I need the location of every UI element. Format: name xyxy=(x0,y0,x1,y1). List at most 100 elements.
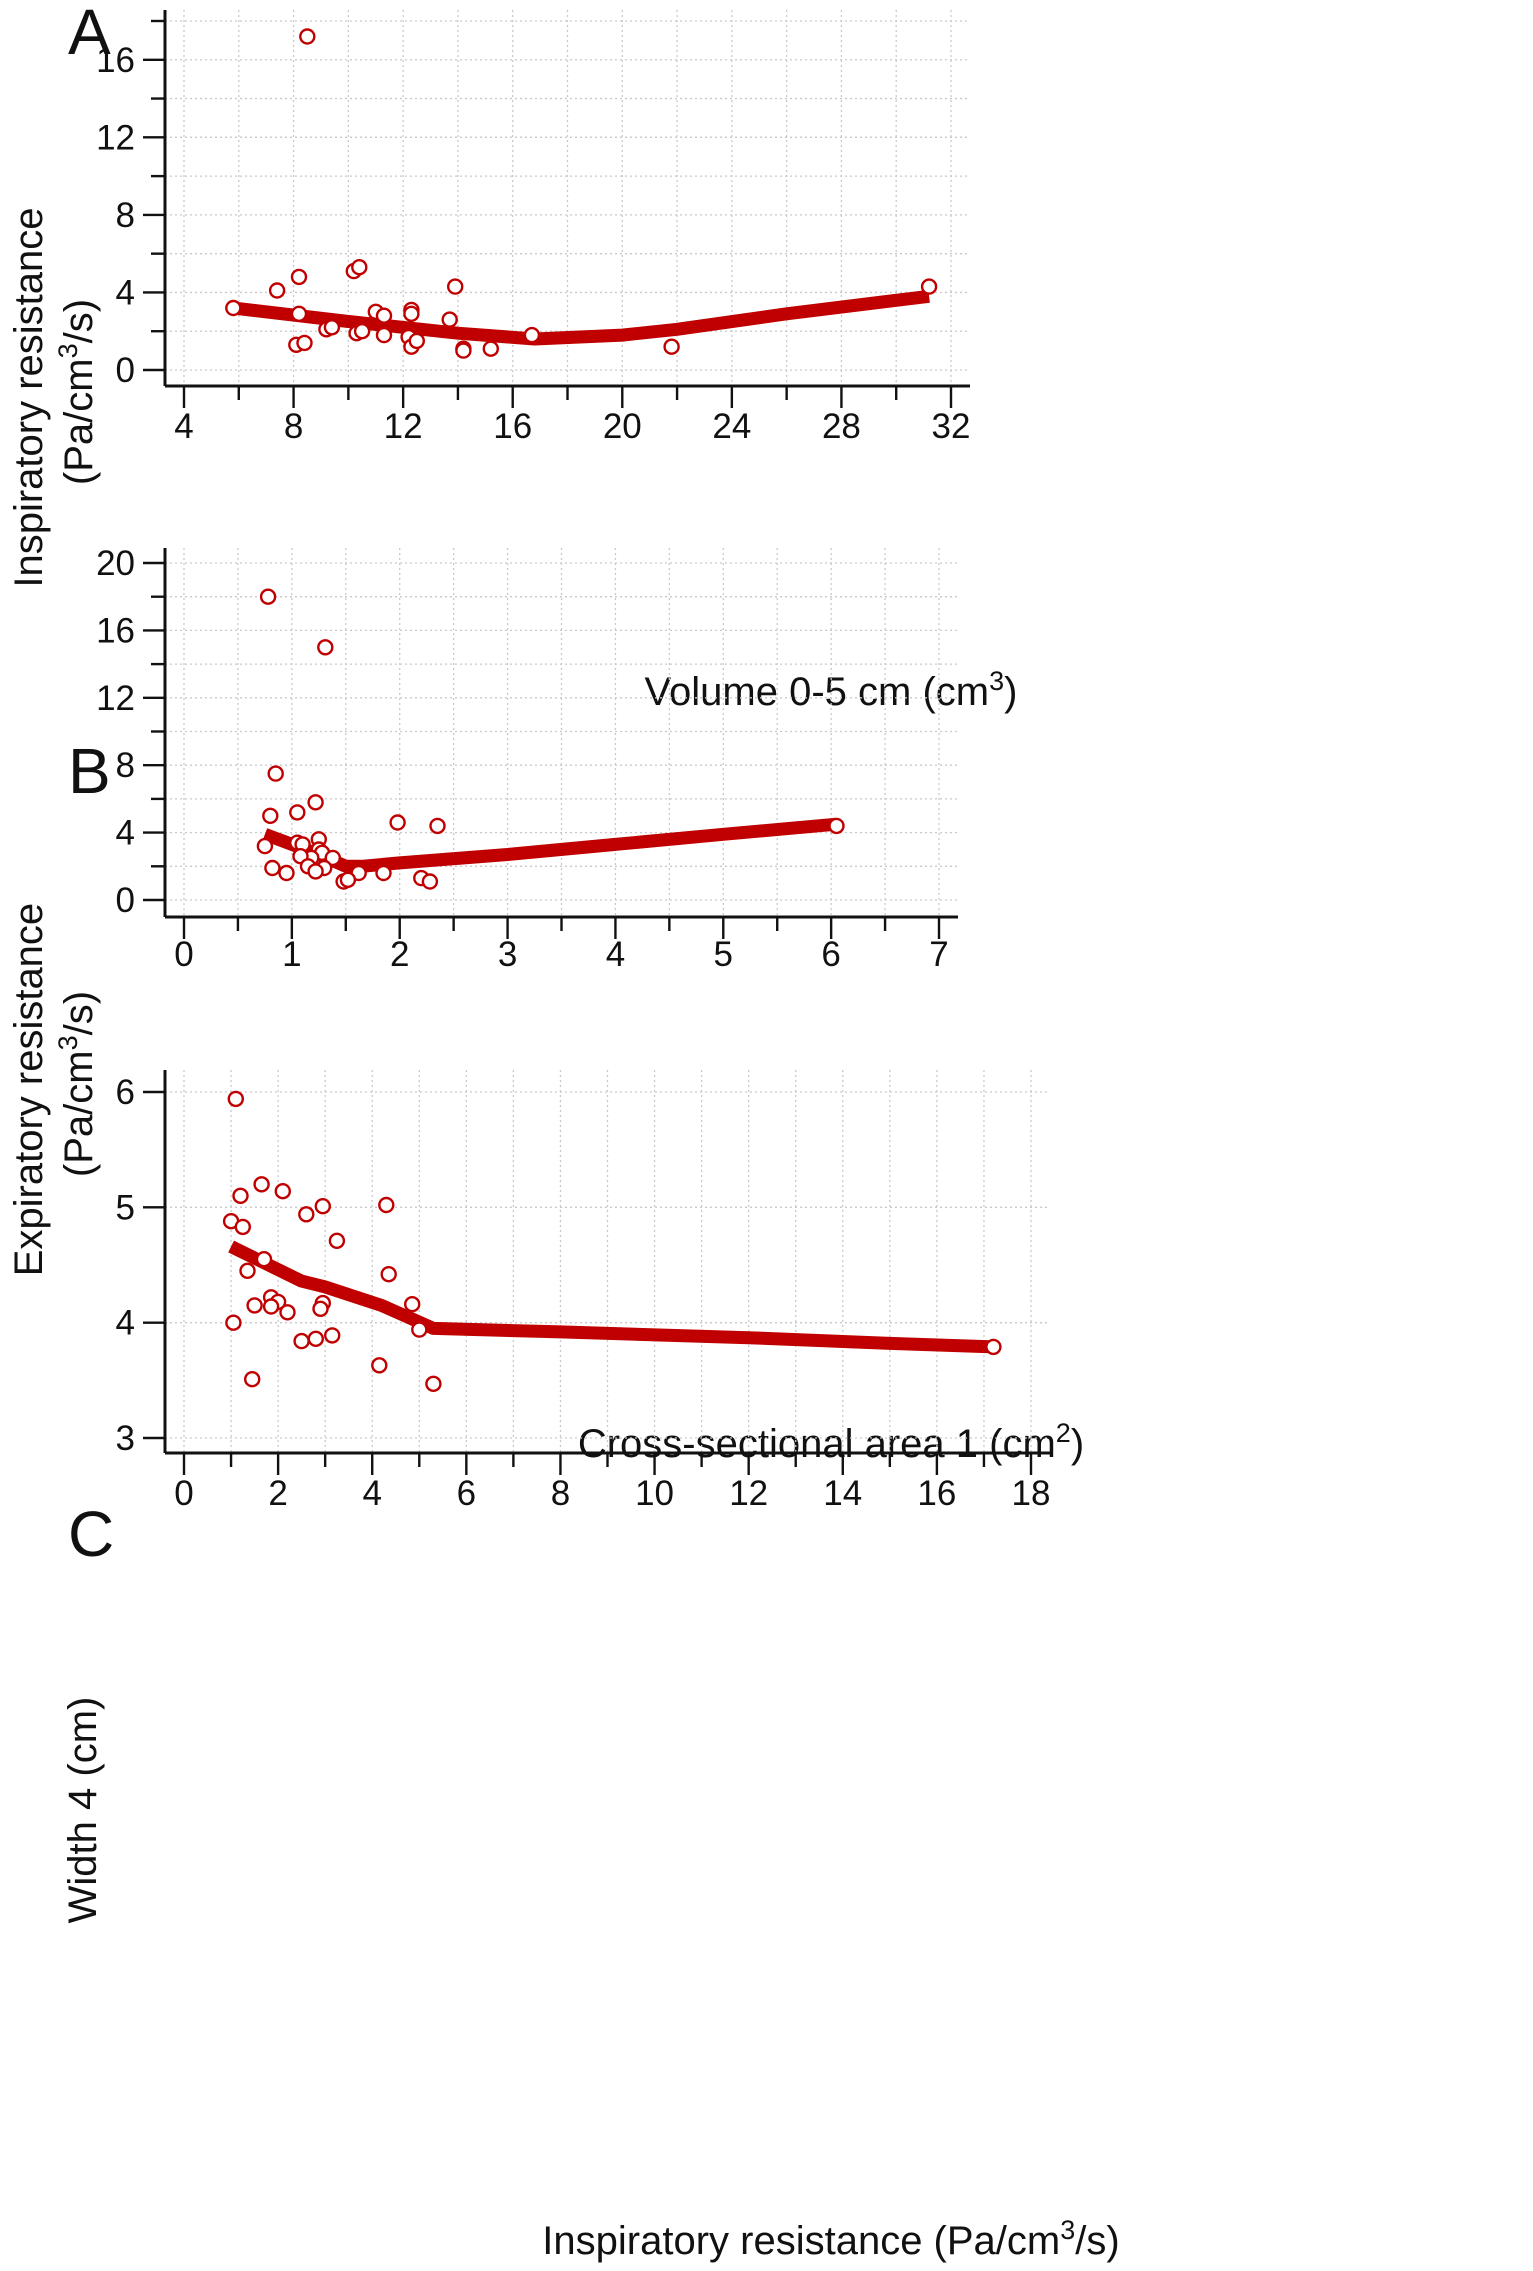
panel-a-data-point xyxy=(351,259,368,276)
panel-a-data-point xyxy=(323,319,341,336)
panel-c-data-point xyxy=(227,1090,245,1108)
panel-a-data-point xyxy=(290,305,308,322)
panel-b-letter: B xyxy=(68,735,111,807)
panel-c-axes: 0 2 4 6 8 10 12 14 16 18 3 4 5 6 xyxy=(116,1070,1051,1513)
panel-c-grid xyxy=(165,1070,1050,1453)
panel-c-x-tick-label: 10 xyxy=(635,1474,674,1513)
panel-c-data-point xyxy=(378,1196,395,1214)
panel-b-y-tick-label: 0 xyxy=(116,881,135,920)
panel-b-data-point xyxy=(264,859,281,877)
panel-c-data-point xyxy=(232,1187,249,1205)
panel-b-y-tick-label: 12 xyxy=(96,679,135,718)
panel-c-data-point xyxy=(985,1338,1002,1356)
panel-b-data-point xyxy=(267,765,284,782)
panel-a-x-tick-label: 32 xyxy=(932,407,971,446)
panel-c-data-point xyxy=(307,1330,324,1348)
panel-a-data-point xyxy=(353,323,371,340)
panel-a-data-point xyxy=(290,268,308,286)
panel-a-fit-line xyxy=(232,289,930,346)
panel-a-data-point xyxy=(375,307,393,324)
panel-a-grid xyxy=(165,10,970,386)
panel-a-data-point xyxy=(447,278,464,295)
panel-b-data-point xyxy=(278,864,295,882)
panel-b-data-point xyxy=(262,807,279,824)
panel-b-y-tick-label: 20 xyxy=(96,544,135,583)
panel-a-y-label-line2: (Pa/cm3/s) xyxy=(53,299,101,485)
panel-b-fit-line xyxy=(262,817,838,873)
panel-a-letter: A xyxy=(68,0,111,68)
panel-c-fit xyxy=(228,1240,994,1354)
panel-c-y-tick-label: 4 xyxy=(116,1304,135,1343)
panel-b-x-tick-label: 1 xyxy=(282,935,301,974)
panel-c-data-point xyxy=(274,1182,291,1200)
panel-c-x-tick-label: 0 xyxy=(174,1474,193,1513)
panel-b-data-point xyxy=(375,864,392,882)
panel-c-y-label: Width 4 (cm) xyxy=(61,1697,105,1924)
panel-b-y-label-line2: (Pa/cm3/s) xyxy=(53,991,101,1177)
panel-c-data-point xyxy=(314,1197,331,1215)
panel-a-data-point xyxy=(482,340,499,357)
panel-c-data-point xyxy=(324,1327,341,1344)
panel-a-data-point xyxy=(408,332,425,350)
panel-b-data-point xyxy=(421,873,439,890)
panel-c-data-point xyxy=(312,1300,329,1318)
panel-b-data-point xyxy=(389,814,406,831)
panel-b-data-point xyxy=(317,639,334,656)
panel-a-data-point xyxy=(296,334,313,352)
panel-c-data-point xyxy=(246,1297,263,1314)
panel-a-y-label: Inspiratory resistance (Pa/cm3/s) xyxy=(7,196,101,587)
panel-a-y-tick-label: 4 xyxy=(116,273,135,312)
panel-b-grid xyxy=(165,548,958,917)
panel-c-x-tick-label: 6 xyxy=(457,1474,476,1513)
panel-a-x-tick-label: 8 xyxy=(284,407,303,446)
panel-c-x-tick-label: 18 xyxy=(1012,1474,1051,1513)
panel-a-x-tick-label: 28 xyxy=(822,407,861,446)
panel-c-x-tick-label: 14 xyxy=(823,1474,862,1513)
panel-b-x-tick-label: 6 xyxy=(821,935,840,974)
panel-b-x-tick-label: 5 xyxy=(714,935,733,974)
panel-b-data-point xyxy=(339,871,357,888)
panel-a-y-tick-label: 16 xyxy=(96,41,135,80)
panel-c-fit-line xyxy=(228,1240,994,1354)
panel-a-fit xyxy=(232,289,930,346)
panel-b-data-point xyxy=(828,817,845,835)
panel-a-data-point xyxy=(375,326,393,344)
panel-a-data-point xyxy=(920,278,938,295)
panel-a-y-tick-label: 12 xyxy=(96,118,135,157)
panel-b-x-tick-label: 4 xyxy=(606,935,625,974)
panel-b-data-point xyxy=(259,588,277,605)
panel-c-data-point xyxy=(411,1321,428,1338)
panel-a-data-point xyxy=(225,299,242,317)
panel-b-y-label: Expiratory resistance (Pa/cm3/s) xyxy=(7,892,101,1277)
panel-c-points xyxy=(222,1090,1002,1393)
panel-a-x-label: Volume 0-5 cm (cm3) xyxy=(645,666,1018,714)
panel-a-y-tick-label: 8 xyxy=(116,196,135,235)
panel-c-y-tick-label: 3 xyxy=(116,1419,135,1458)
panel-c-data-point xyxy=(239,1262,256,1280)
panel-a-x-tick-label: 16 xyxy=(493,407,532,446)
panel-b-data-point xyxy=(256,837,274,855)
panel-a-y-tick-label: 0 xyxy=(116,351,135,390)
panel-c-data-point xyxy=(293,1332,310,1350)
panel-c-data-point xyxy=(298,1206,315,1223)
panel-c-data-point xyxy=(225,1314,242,1331)
panel-b-data-point xyxy=(429,817,446,835)
panel-c-data-point xyxy=(425,1375,442,1393)
panel-b-data-point xyxy=(324,849,341,867)
panel-c-x-tick-label: 8 xyxy=(551,1474,570,1513)
panel-a-data-point xyxy=(403,305,420,322)
panel-a-data-point xyxy=(455,342,472,359)
panel-c-y-tick-label: 5 xyxy=(116,1188,135,1227)
panel-b-points xyxy=(256,588,845,890)
panel-c-data-point xyxy=(255,1250,273,1268)
panel-a-data-point xyxy=(268,282,286,299)
panel-a-data-point xyxy=(523,326,541,344)
panel-b-fit xyxy=(262,817,838,873)
panel-c-x-tick-label: 4 xyxy=(362,1474,381,1513)
panel-b-data-point xyxy=(307,863,324,880)
